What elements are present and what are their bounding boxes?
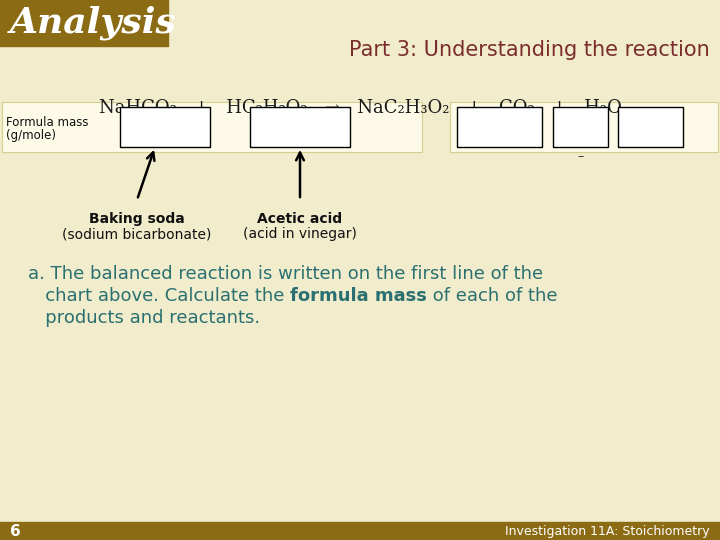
Bar — [457, 107, 542, 147]
Text: NaHCO₃   +   HC₂H₃O₂   →   NaC₂H₃O₂   +   CO₂   +   H₂O: NaHCO₃ + HC₂H₃O₂ → NaC₂H₃O₂ + CO₂ + H₂O — [99, 99, 621, 117]
Bar — [0, 522, 720, 540]
Text: a. The balanced reaction is written on the first line of the: a. The balanced reaction is written on t… — [28, 265, 543, 283]
Text: products and reactants.: products and reactants. — [28, 309, 260, 327]
Text: of each of the: of each of the — [427, 287, 557, 305]
Text: Formula mass: Formula mass — [6, 116, 89, 129]
Text: Baking soda: Baking soda — [89, 212, 185, 226]
Text: (acid in vinegar): (acid in vinegar) — [243, 227, 357, 241]
Text: (g/mole): (g/mole) — [6, 129, 56, 141]
Bar — [2, 102, 422, 152]
Bar — [250, 107, 350, 147]
Text: formula mass: formula mass — [290, 287, 427, 305]
Bar — [0, 0, 168, 46]
Text: chart above. Calculate the: chart above. Calculate the — [28, 287, 290, 305]
Bar — [553, 107, 608, 147]
Text: –: – — [577, 150, 584, 163]
Text: 6: 6 — [10, 523, 21, 538]
Bar — [120, 107, 210, 147]
Bar — [618, 107, 683, 147]
Text: Part 3: Understanding the reaction: Part 3: Understanding the reaction — [349, 40, 710, 60]
Text: Investigation 11A: Stoichiometry: Investigation 11A: Stoichiometry — [505, 524, 710, 537]
Bar — [450, 102, 718, 152]
Text: Analysis: Analysis — [10, 6, 177, 40]
Text: (sodium bicarbonate): (sodium bicarbonate) — [63, 227, 212, 241]
Text: Acetic acid: Acetic acid — [258, 212, 343, 226]
